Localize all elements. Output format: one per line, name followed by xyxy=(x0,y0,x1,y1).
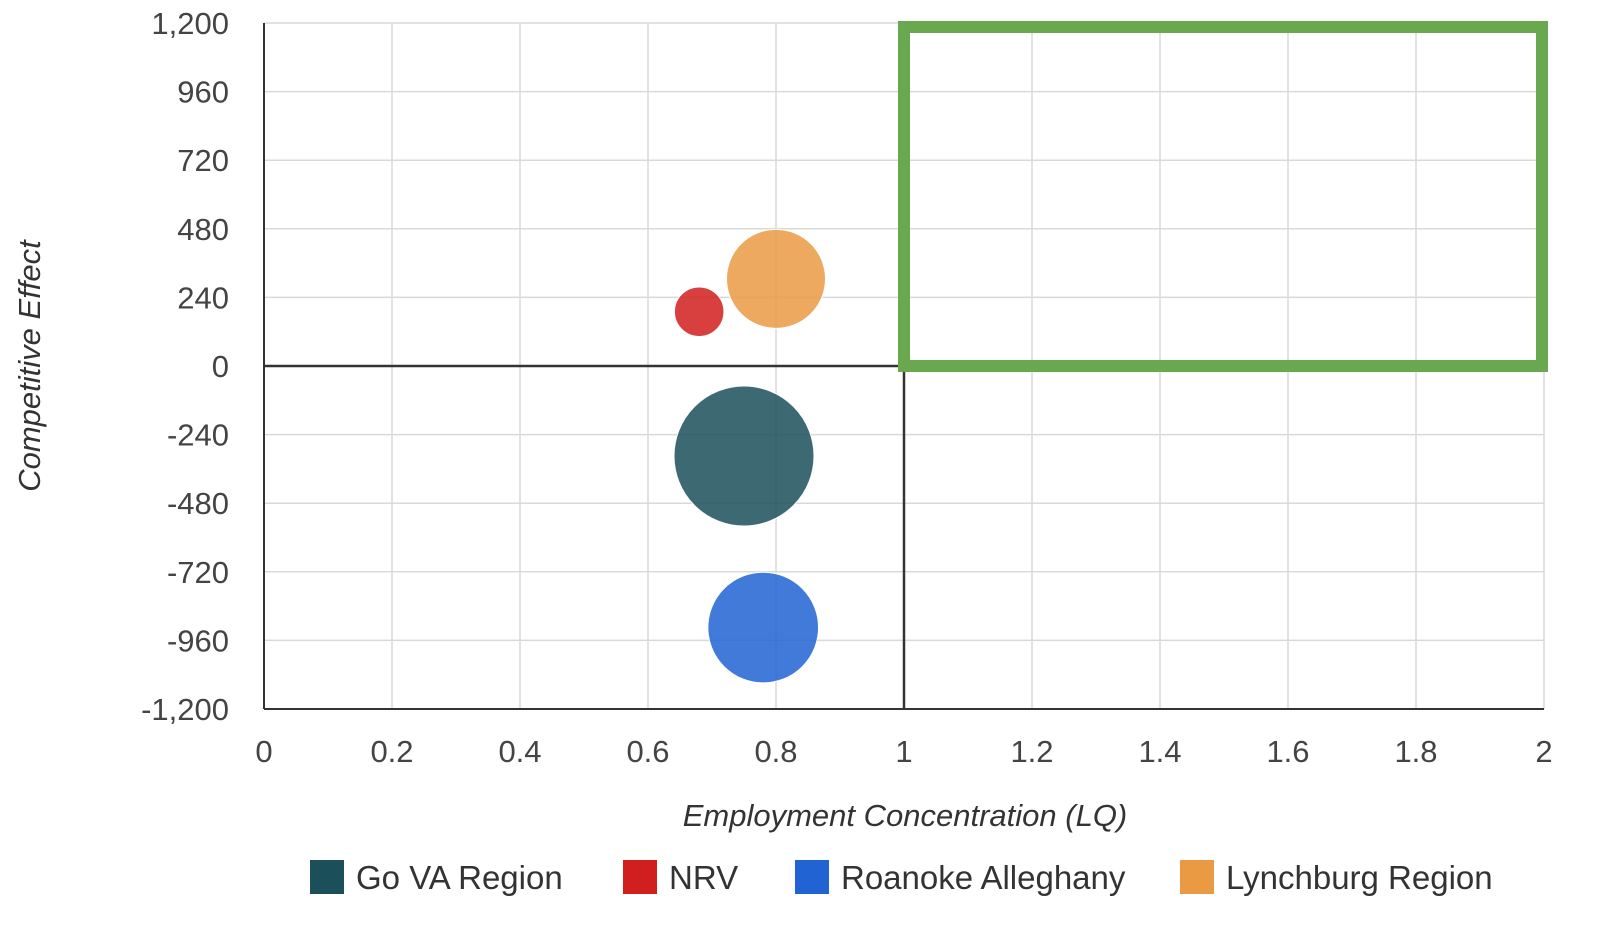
y-tick-label: -240 xyxy=(167,418,229,453)
y-tick-label: -1,200 xyxy=(141,692,229,727)
y-tick-label: 240 xyxy=(177,280,229,315)
bubble-roanoke-alleghany[interactable] xyxy=(707,571,820,684)
legend-swatch xyxy=(795,860,829,894)
bubble-nrv[interactable] xyxy=(673,286,725,337)
legend-item[interactable]: Lynchburg Region xyxy=(1180,859,1493,896)
legend-label: Go VA Region xyxy=(356,859,563,896)
x-tick-label: 0.6 xyxy=(626,734,669,769)
highlight-box xyxy=(898,21,1548,372)
x-tick-label: 1.8 xyxy=(1394,734,1437,769)
y-axis-title: Competitive Effect xyxy=(12,239,47,492)
legend-item[interactable]: NRV xyxy=(623,859,738,896)
bubble-lynchburg-region[interactable] xyxy=(726,228,826,329)
x-tick-label: 0.8 xyxy=(754,734,797,769)
legend-label: NRV xyxy=(669,859,738,896)
bubble-go-va-region[interactable] xyxy=(673,385,815,527)
x-tick-label: 1.2 xyxy=(1010,734,1053,769)
y-tick-label: 720 xyxy=(177,143,229,178)
y-tick-label: -720 xyxy=(167,555,229,590)
y-tick-label: -960 xyxy=(167,623,229,658)
y-tick-label: 960 xyxy=(177,75,229,110)
x-axis-title: Employment Concentration (LQ) xyxy=(683,798,1128,833)
legend-label: Roanoke Alleghany xyxy=(841,859,1126,896)
x-tick-label: 1.4 xyxy=(1138,734,1181,769)
x-tick-label: 2 xyxy=(1535,734,1552,769)
x-tick-label: 0.2 xyxy=(370,734,413,769)
legend-label: Lynchburg Region xyxy=(1226,859,1493,896)
y-tick-label: 1,200 xyxy=(151,6,229,41)
legend-swatch xyxy=(310,860,344,894)
legend-swatch xyxy=(623,860,657,894)
y-tick-label: -480 xyxy=(167,486,229,521)
y-tick-label: 480 xyxy=(177,212,229,247)
legend: Go VA Region NRV Roanoke Alleghany Lynchbur… xyxy=(310,859,1493,896)
y-tick-label: 0 xyxy=(212,349,229,384)
x-tick-label: 1.6 xyxy=(1266,734,1309,769)
x-tick-label: 1 xyxy=(895,734,912,769)
x-tick-label: 0.4 xyxy=(498,734,541,769)
x-tick-label: 0 xyxy=(255,734,272,769)
legend-item[interactable]: Go VA Region xyxy=(310,859,563,896)
legend-swatch xyxy=(1180,860,1214,894)
legend-item[interactable]: Roanoke Alleghany xyxy=(795,859,1126,896)
